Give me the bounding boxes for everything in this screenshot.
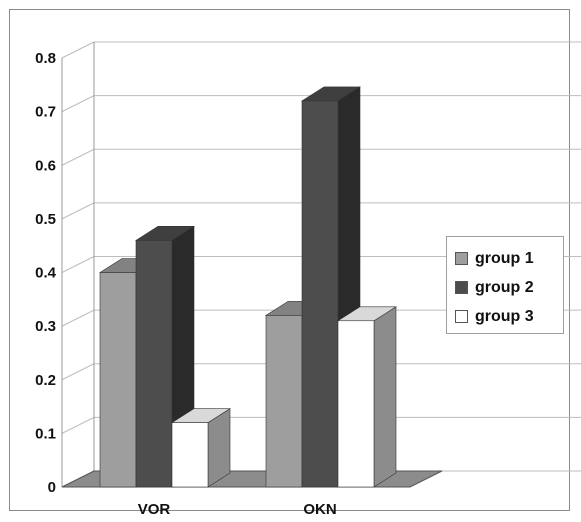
bar-front [265,315,303,488]
legend-label-group-1: group 1 [475,249,534,267]
side-gridline [61,416,95,434]
label-layer: 0 0.1 0.2 0.3 0.4 0.5 0.6 0.7 0.8 VOR OKN [35,50,337,518]
bar-layer [98,86,398,488]
bar-side [373,306,397,488]
legend-swatch-group-2 [455,281,468,294]
y-tick-label: 0.8 [35,50,56,67]
y-tick-label: 0.5 [35,211,56,228]
bar-front [171,422,209,488]
bar-front [301,100,339,488]
side-gridline [61,256,95,273]
side-gridline [61,363,95,381]
legend-item-group-3: group 3 [455,302,563,331]
bar-front [99,272,137,488]
legend-swatch-group-3 [455,310,468,323]
x-category-label: VOR [138,501,171,518]
legend-label-group-3: group 3 [475,307,534,325]
x-category-label: OKN [303,501,336,518]
y-tick-label: 0.1 [35,425,56,442]
side-gridline [61,309,95,327]
bar-front [337,320,375,488]
side-gridline [61,41,95,59]
y-tick-label: 0.3 [35,318,56,335]
bar-group-3-okn [336,306,398,488]
side-gridline [61,95,95,113]
bar-group-3-vor [170,408,232,488]
legend-swatch-group-1 [455,252,468,265]
y-tick-label: 0.4 [35,265,57,282]
legend: group 1 group 2 group 3 [446,236,564,334]
legend-label-group-2: group 2 [475,278,534,296]
legend-item-group-1: group 1 [455,244,563,273]
side-gridline [61,202,95,220]
bar-front [135,240,173,488]
side-gridline [61,148,95,166]
y-tick-label: 0.2 [35,372,56,389]
y-tick-label: 0.7 [35,104,56,121]
y-tick-label: 0 [48,479,56,496]
legend-item-group-2: group 2 [455,273,563,302]
y-tick-label: 0.6 [35,157,56,174]
